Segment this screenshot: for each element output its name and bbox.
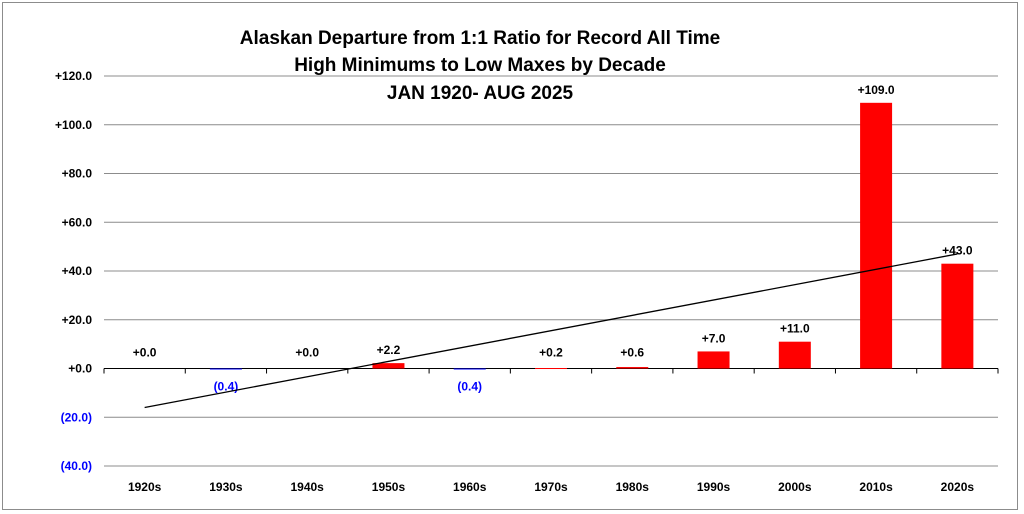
- chart-title: Alaskan Departure from 1:1 Ratio for Rec…: [240, 28, 720, 104]
- chart-title-line-1: Alaskan Departure from 1:1 Ratio for Rec…: [240, 28, 720, 49]
- y-tick-label: (40.0): [61, 459, 92, 473]
- y-tick-label: +0.0: [68, 362, 92, 376]
- data-label: (0.4): [457, 380, 482, 394]
- chart-title-line-3: JAN 1920- AUG 2025: [387, 83, 574, 104]
- y-tick-label: +60.0: [62, 215, 93, 229]
- x-tick-label: 1920s: [128, 480, 162, 494]
- data-label: (0.4): [214, 380, 239, 394]
- y-tick-label: +100.0: [55, 118, 92, 132]
- x-tick-label: 2000s: [778, 480, 812, 494]
- data-label: +0.6: [620, 346, 644, 360]
- bar: [778, 341, 811, 369]
- x-tick-label: 2020s: [941, 480, 975, 494]
- x-tick-label: 1950s: [372, 480, 406, 494]
- data-label: +0.0: [295, 346, 319, 360]
- bar: [941, 263, 974, 369]
- trendline: [144, 253, 958, 409]
- x-tick-label: 1980s: [616, 480, 650, 494]
- bar: [209, 368, 242, 370]
- bar: [697, 351, 730, 369]
- data-label: +109.0: [858, 83, 895, 97]
- x-tick-label: 1930s: [209, 480, 243, 494]
- x-tick-label: 1940s: [290, 480, 324, 494]
- chart-canvas: Alaskan Departure from 1:1 Ratio for Rec…: [55, 28, 999, 494]
- chart-title-line-2: High Minimums to Low Maxes by Decade: [294, 55, 666, 76]
- bar: [860, 102, 893, 369]
- x-tick-label: 1970s: [534, 480, 568, 494]
- x-tick-label: 2010s: [859, 480, 893, 494]
- data-label: +7.0: [702, 331, 726, 345]
- data-label: +0.2: [539, 346, 563, 360]
- x-tick-label: 1990s: [697, 480, 731, 494]
- bar: [535, 368, 567, 370]
- data-label: +43.0: [942, 244, 973, 258]
- data-label: +11.0: [780, 322, 810, 336]
- data-label: +0.0: [133, 346, 157, 360]
- y-tick-label: +80.0: [62, 167, 93, 181]
- bar: [453, 368, 486, 370]
- x-tick-label: 1960s: [453, 480, 487, 494]
- plot-area: +120.0 +100.0 +80.0 +60.0 +40.0 +20.0 +0.0 (20.…: [55, 69, 999, 494]
- y-tick-label: +40.0: [62, 264, 93, 278]
- bar: [616, 367, 649, 369]
- y-tick-label: (20.0): [61, 410, 92, 424]
- bar: [372, 363, 405, 369]
- y-tick-label: +20.0: [62, 313, 93, 327]
- y-tick-label: +120.0: [55, 69, 92, 83]
- data-label: +2.2: [377, 343, 401, 357]
